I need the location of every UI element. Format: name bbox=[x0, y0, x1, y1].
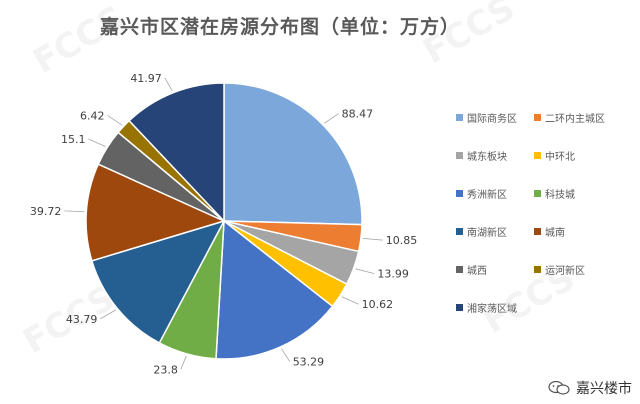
legend-swatch bbox=[456, 114, 463, 121]
legend-swatch bbox=[534, 190, 541, 197]
data-label: 43.79 bbox=[66, 313, 98, 326]
legend-item: 城西 bbox=[456, 262, 487, 277]
leader-line bbox=[164, 77, 173, 92]
legend-label: 中环北 bbox=[545, 152, 575, 163]
legend-label: 城西 bbox=[467, 266, 487, 277]
legend-swatch bbox=[534, 228, 541, 235]
data-label: 41.97 bbox=[130, 72, 162, 85]
legend-label: 二环内主城区 bbox=[545, 114, 605, 125]
leader-line bbox=[362, 237, 383, 241]
data-label: 23.8 bbox=[153, 363, 178, 376]
legend-label: 科技城 bbox=[545, 190, 575, 201]
legend-label: 秀洲新区 bbox=[467, 190, 507, 201]
legend-swatch bbox=[456, 304, 463, 311]
data-label: 10.85 bbox=[386, 234, 418, 247]
leader-line bbox=[64, 210, 85, 213]
brand: 嘉兴楼市 bbox=[548, 378, 632, 398]
pie-slice bbox=[85, 163, 227, 262]
data-label: 39.72 bbox=[30, 205, 62, 218]
leader-line bbox=[281, 348, 291, 362]
brand-name: 嘉兴楼市 bbox=[576, 381, 632, 397]
pie-slice bbox=[215, 219, 334, 360]
data-label: 6.42 bbox=[80, 109, 105, 122]
legend-item: 湘家荡区域 bbox=[456, 300, 517, 315]
legend-swatch bbox=[456, 190, 463, 197]
leader-line bbox=[341, 296, 359, 305]
leader-line bbox=[88, 138, 106, 147]
leader-line bbox=[324, 113, 339, 124]
legend-item: 秀洲新区 bbox=[456, 186, 507, 201]
data-label: 15.1 bbox=[61, 133, 86, 146]
legend-item: 国际商务区 bbox=[456, 110, 517, 125]
legend-swatch bbox=[456, 266, 463, 273]
legend-item: 城东板块 bbox=[456, 148, 507, 163]
legend-swatch bbox=[534, 266, 541, 273]
legend-item: 南湖新区 bbox=[456, 224, 507, 239]
legend-item: 中环北 bbox=[534, 148, 575, 163]
legend-label: 城东板块 bbox=[467, 152, 507, 163]
legend-swatch bbox=[534, 114, 541, 121]
leader-line bbox=[355, 268, 375, 274]
legend-item: 科技城 bbox=[534, 186, 575, 201]
leader-line bbox=[100, 309, 117, 320]
legend-item: 城南 bbox=[534, 224, 565, 239]
data-label: 13.99 bbox=[377, 268, 409, 281]
legend-label: 城南 bbox=[545, 228, 565, 239]
leader-line bbox=[107, 115, 123, 126]
legend-item: 运河新区 bbox=[534, 262, 585, 277]
pie-slice bbox=[223, 82, 363, 226]
legend-label: 南湖新区 bbox=[467, 228, 507, 239]
data-label: 10.62 bbox=[362, 298, 394, 311]
chart-title: 嘉兴市区潜在房源分布图（单位：万方） bbox=[100, 16, 461, 38]
legend-swatch bbox=[534, 152, 541, 159]
legend-label: 运河新区 bbox=[545, 266, 585, 277]
legend-label: 湘家荡区域 bbox=[467, 304, 517, 315]
pie-slice bbox=[128, 82, 225, 223]
wechat-icon bbox=[548, 381, 570, 395]
leader-line bbox=[180, 355, 187, 370]
data-label: 53.29 bbox=[293, 355, 325, 368]
legend-swatch bbox=[456, 152, 463, 159]
legend-label: 国际商务区 bbox=[467, 114, 517, 125]
legend-swatch bbox=[456, 228, 463, 235]
legend-item: 二环内主城区 bbox=[534, 110, 605, 125]
data-label: 88.47 bbox=[342, 108, 374, 121]
